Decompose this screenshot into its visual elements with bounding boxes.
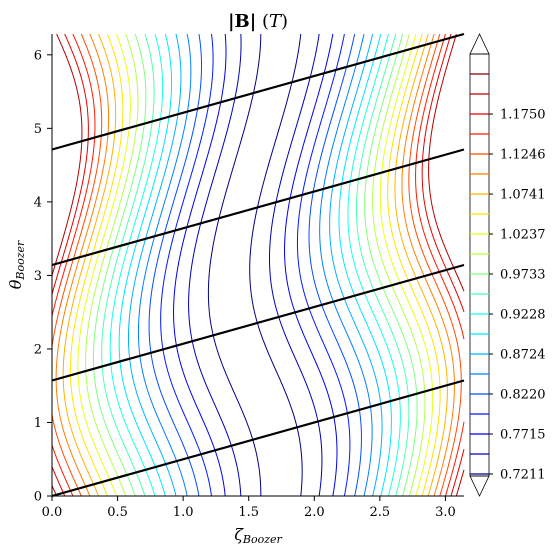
y-tick-label: 2: [34, 342, 42, 357]
colorbar-extend-min: [469, 475, 490, 497]
y-axis-label: θBoozer: [6, 240, 27, 289]
chart-title: |B| (T): [228, 11, 288, 32]
contour-level-13: [69, 33, 441, 497]
field-line-2: [51, 148, 465, 267]
contour-level-7: [118, 33, 392, 497]
contour-level-5: [137, 33, 373, 497]
y-tick-label: 3: [34, 269, 42, 284]
x-tick-label: 2.0: [304, 505, 325, 520]
y-tick-label: 5: [34, 122, 42, 137]
x-tick-label: 0.5: [107, 505, 128, 520]
y-axis-ticks: 0 1 2 3 4 5 6: [34, 48, 52, 505]
contour-level-10: [92, 33, 418, 497]
contour-level-4: [148, 33, 362, 497]
colorbar-frame: [469, 53, 490, 477]
contour-level-17: [51, 33, 465, 497]
x-axis-ticks: 0.0 0.5 1.0 1.5 2.0 2.5 3.0: [42, 496, 456, 520]
colorbar: 0.7211 0.7715 0.8220 0.8724 0.9228 0.9733 1.02…: [469, 33, 546, 497]
plot-axes: [51, 34, 464, 497]
colorbar-level-lines: [470, 73, 489, 475]
colorbar-tick-label: 0.8724: [500, 348, 546, 363]
x-tick-label: 1.5: [238, 505, 259, 520]
contour-lines: [51, 33, 465, 497]
colorbar-tick-label: 0.9228: [500, 308, 546, 323]
x-tick-label: 0.0: [42, 505, 63, 520]
field-line-3: [51, 32, 465, 151]
colorbar-tick-label: 0.9733: [500, 268, 546, 283]
y-tick-label: 4: [34, 195, 42, 210]
contour-level-12: [77, 33, 434, 497]
contour-level-3: [160, 33, 351, 497]
contour-level-8: [109, 33, 401, 497]
x-axis-label: ζBoozer: [234, 525, 282, 546]
y-tick-label: 6: [34, 48, 42, 63]
y-tick-label: 0: [34, 490, 42, 505]
contour-level-1: [188, 33, 323, 497]
x-tick-label: 3.0: [435, 505, 456, 520]
x-tick-label: 2.5: [370, 505, 391, 520]
colorbar-tick-label: 1.1246: [500, 148, 546, 163]
x-tick-label: 1.0: [173, 505, 194, 520]
contour-level-0: [207, 33, 303, 497]
field-lines: [51, 32, 465, 498]
colorbar-extend-max: [469, 33, 490, 55]
colorbar-tick-label: 1.0741: [500, 188, 546, 203]
field-line-0: [51, 379, 465, 498]
contour-level-15: [55, 33, 455, 497]
colorbar-tick-label: 0.7211: [500, 468, 546, 483]
colorbar-tick-label: 1.0237: [500, 228, 546, 243]
field-line-1: [51, 263, 465, 382]
contour-level-14: [62, 33, 448, 497]
colorbar-tick-label: 0.7715: [500, 428, 546, 443]
colorbar-tick-label: 1.1750: [500, 108, 546, 123]
contour-level-16: [51, 33, 462, 497]
colorbar-ticks: 0.7211 0.7715 0.8220 0.8724 0.9228 0.9733 1.02…: [489, 108, 546, 483]
contour-level-6: [128, 33, 383, 497]
contour-level-9: [101, 33, 410, 497]
colorbar-tick-label: 0.8220: [500, 387, 546, 402]
contour-level-11: [85, 33, 426, 497]
y-tick-label: 1: [34, 416, 42, 431]
